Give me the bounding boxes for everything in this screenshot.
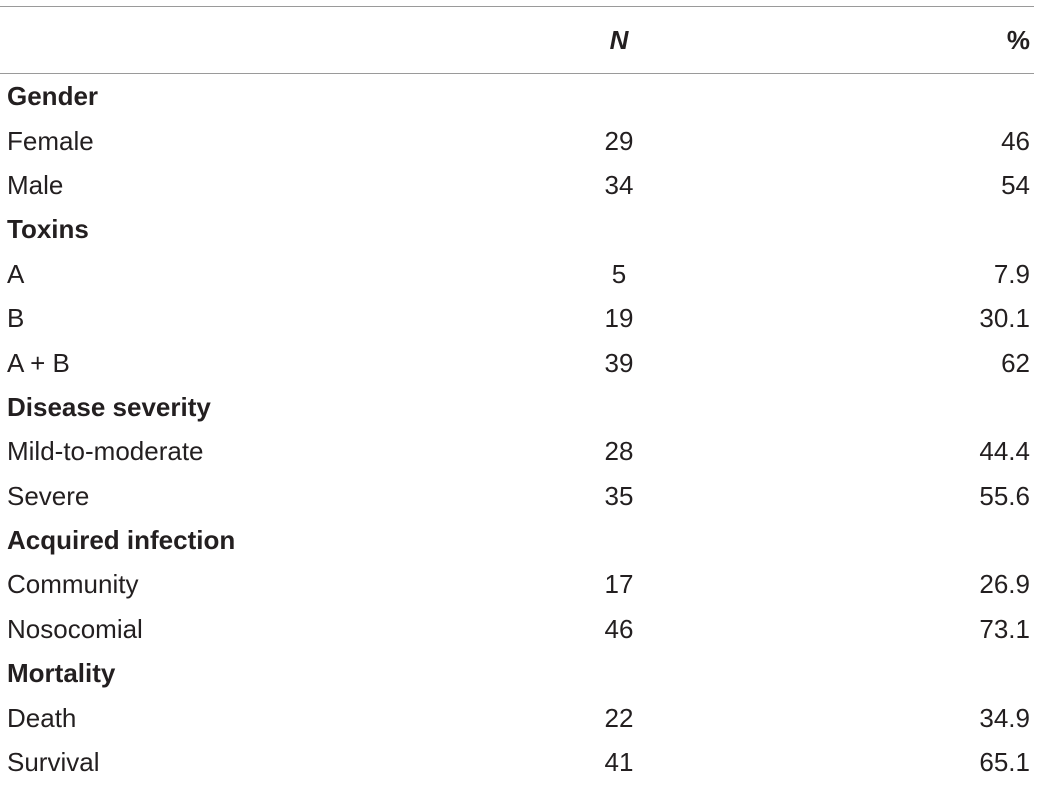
row-label-cell: Severe bbox=[7, 480, 90, 511]
row-percent-cell: 46 bbox=[1001, 125, 1030, 156]
section-title: Toxins bbox=[7, 214, 89, 245]
row-n-cell: 29 bbox=[604, 125, 634, 156]
top-rule bbox=[0, 6, 1034, 7]
row-percent-cell: 44.4 bbox=[979, 436, 1030, 467]
row-label-cell: B bbox=[7, 303, 25, 334]
row-n-cell: 41 bbox=[604, 747, 634, 778]
row-percent-cell: 55.6 bbox=[979, 480, 1030, 511]
table-row: Nosocomial 46 73.1 bbox=[0, 607, 1034, 651]
section-heading-row: Toxins bbox=[0, 207, 1034, 251]
data-table: N % Gender Female 29 46 Male 34 54 Toxins A 5 7.9 B… bbox=[0, 6, 1034, 784]
row-label-cell: Community bbox=[7, 569, 139, 600]
section-heading-row: Mortality bbox=[0, 651, 1034, 695]
row-n-cell: 19 bbox=[604, 303, 634, 334]
row-n-cell: 35 bbox=[604, 480, 634, 511]
section-title: Acquired infection bbox=[7, 525, 236, 556]
row-label-cell: Survival bbox=[7, 747, 100, 778]
row-label-cell: A + B bbox=[7, 347, 70, 378]
row-n-cell: 46 bbox=[604, 613, 634, 644]
row-percent-cell: 26.9 bbox=[979, 569, 1030, 600]
row-n-cell: 22 bbox=[604, 702, 634, 733]
row-percent-cell: 62 bbox=[1001, 347, 1030, 378]
row-percent-cell: 30.1 bbox=[979, 303, 1030, 334]
table-row: A + B 39 62 bbox=[0, 340, 1034, 384]
table-body: Gender Female 29 46 Male 34 54 Toxins A 5 7.9 B 19 30… bbox=[0, 74, 1034, 784]
row-n-cell: 28 bbox=[604, 436, 634, 467]
row-label-cell: A bbox=[7, 258, 25, 289]
table-row: Death 22 34.9 bbox=[0, 695, 1034, 739]
row-label-cell: Nosocomial bbox=[7, 613, 143, 644]
row-n-cell: 34 bbox=[604, 169, 634, 200]
table-row: Survival 41 65.1 bbox=[0, 740, 1034, 784]
row-n-cell: 39 bbox=[604, 347, 634, 378]
header-percent-cell: % bbox=[1006, 25, 1030, 55]
row-label-cell: Death bbox=[7, 702, 77, 733]
row-label-cell: Male bbox=[7, 169, 64, 200]
row-percent-cell: 65.1 bbox=[979, 747, 1030, 778]
header-rule bbox=[0, 73, 1034, 74]
row-percent-cell: 73.1 bbox=[979, 613, 1030, 644]
section-title: Gender bbox=[7, 81, 99, 112]
table-row: A 5 7.9 bbox=[0, 252, 1034, 296]
section-heading-row: Disease severity bbox=[0, 385, 1034, 429]
table-row: Female 29 46 bbox=[0, 118, 1034, 162]
row-n-cell: 5 bbox=[611, 258, 627, 289]
table-row: Mild-to-moderate 28 44.4 bbox=[0, 429, 1034, 473]
row-n-cell: 17 bbox=[604, 569, 634, 600]
table-row: Male 34 54 bbox=[0, 163, 1034, 207]
table-row: Severe 35 55.6 bbox=[0, 474, 1034, 518]
section-heading-row: Gender bbox=[0, 74, 1034, 118]
row-percent-cell: 7.9 bbox=[993, 258, 1030, 289]
section-heading-row: Acquired infection bbox=[0, 518, 1034, 562]
table-row: B 19 30.1 bbox=[0, 296, 1034, 340]
section-title: Mortality bbox=[7, 658, 116, 689]
table-header-row: N % bbox=[0, 7, 1034, 73]
row-percent-cell: 54 bbox=[1001, 169, 1030, 200]
row-label-cell: Mild-to-moderate bbox=[7, 436, 204, 467]
section-title: Disease severity bbox=[7, 391, 211, 422]
table-row: Community 17 26.9 bbox=[0, 562, 1034, 606]
row-label-cell: Female bbox=[7, 125, 94, 156]
row-percent-cell: 34.9 bbox=[979, 702, 1030, 733]
header-n-cell: N bbox=[609, 25, 629, 55]
